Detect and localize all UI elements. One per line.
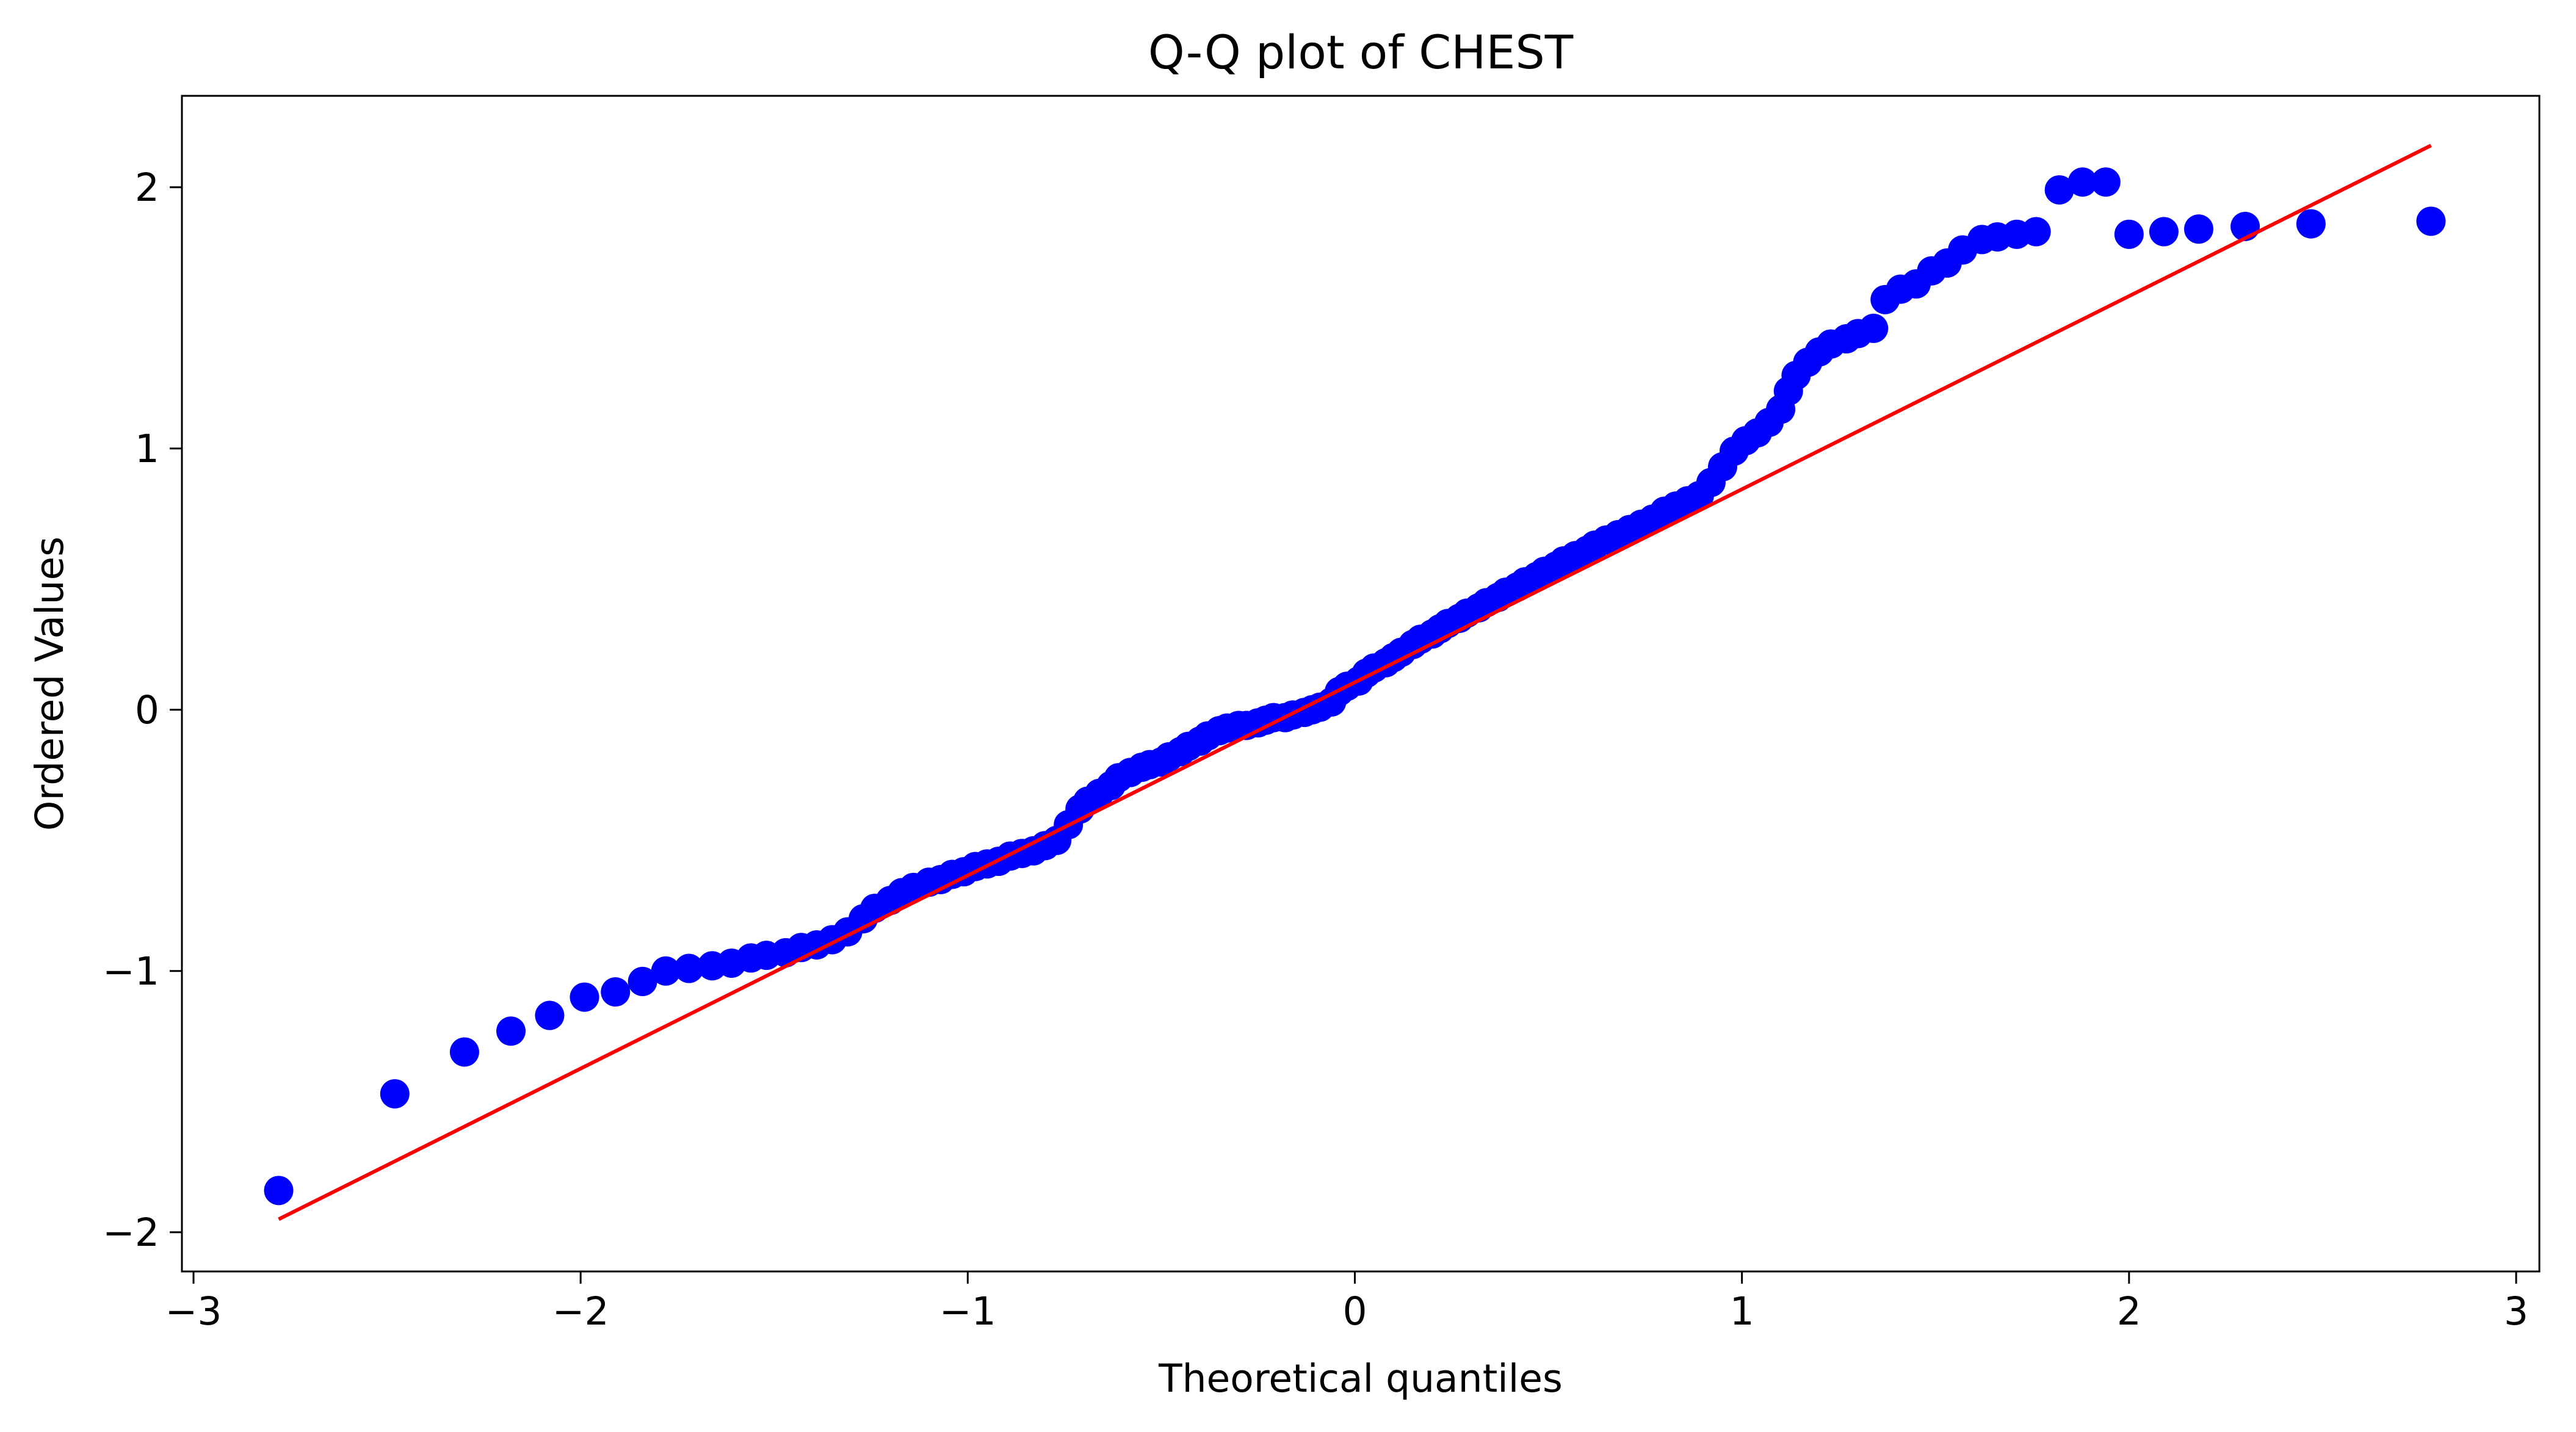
x-axis-ticks: −3 −2 −1 0 1 2 3 [165, 1271, 2528, 1334]
chart-title: Q-Q plot of CHEST [1148, 25, 1574, 79]
data-point [2149, 217, 2179, 247]
x-tick-label: 1 [1730, 1289, 1754, 1334]
data-point [628, 966, 657, 996]
data-point [380, 1079, 410, 1108]
data-point [2416, 206, 2446, 236]
x-tick-label: 2 [2117, 1289, 2141, 1334]
y-tick-label: −2 [103, 1210, 159, 1255]
fit-line [278, 143, 2432, 1221]
data-point [1859, 313, 1889, 343]
y-axis-ticks: −2 −1 0 1 2 [103, 165, 182, 1255]
x-axis-label: Theoretical quantiles [1158, 1356, 1563, 1401]
data-point [601, 977, 631, 1007]
x-tick-label: −3 [165, 1289, 222, 1334]
y-tick-label: 2 [135, 165, 159, 210]
data-point [2296, 209, 2326, 239]
data-point [570, 982, 599, 1012]
axes-frame [181, 95, 2541, 1273]
data-point [2021, 217, 2051, 247]
data-point [2091, 167, 2121, 197]
y-tick-label: 0 [135, 688, 159, 732]
data-point [449, 1037, 479, 1067]
data-point [2114, 219, 2144, 249]
y-tick-label: 1 [135, 427, 159, 471]
data-point [496, 1016, 526, 1046]
y-tick-label: −1 [103, 949, 159, 994]
data-point [2183, 214, 2213, 244]
data-point [651, 956, 681, 986]
data-point [535, 1000, 565, 1030]
data-point [674, 953, 704, 983]
x-tick-label: 3 [2504, 1289, 2528, 1334]
data-point [264, 1176, 294, 1206]
data-point [2068, 167, 2097, 197]
x-tick-label: −2 [552, 1289, 609, 1334]
y-axis-label: Ordered Values [27, 537, 72, 831]
data-point [2044, 175, 2074, 205]
x-tick-label: 0 [1342, 1289, 1367, 1334]
plot-area [264, 143, 2446, 1221]
x-tick-label: −1 [939, 1289, 996, 1334]
